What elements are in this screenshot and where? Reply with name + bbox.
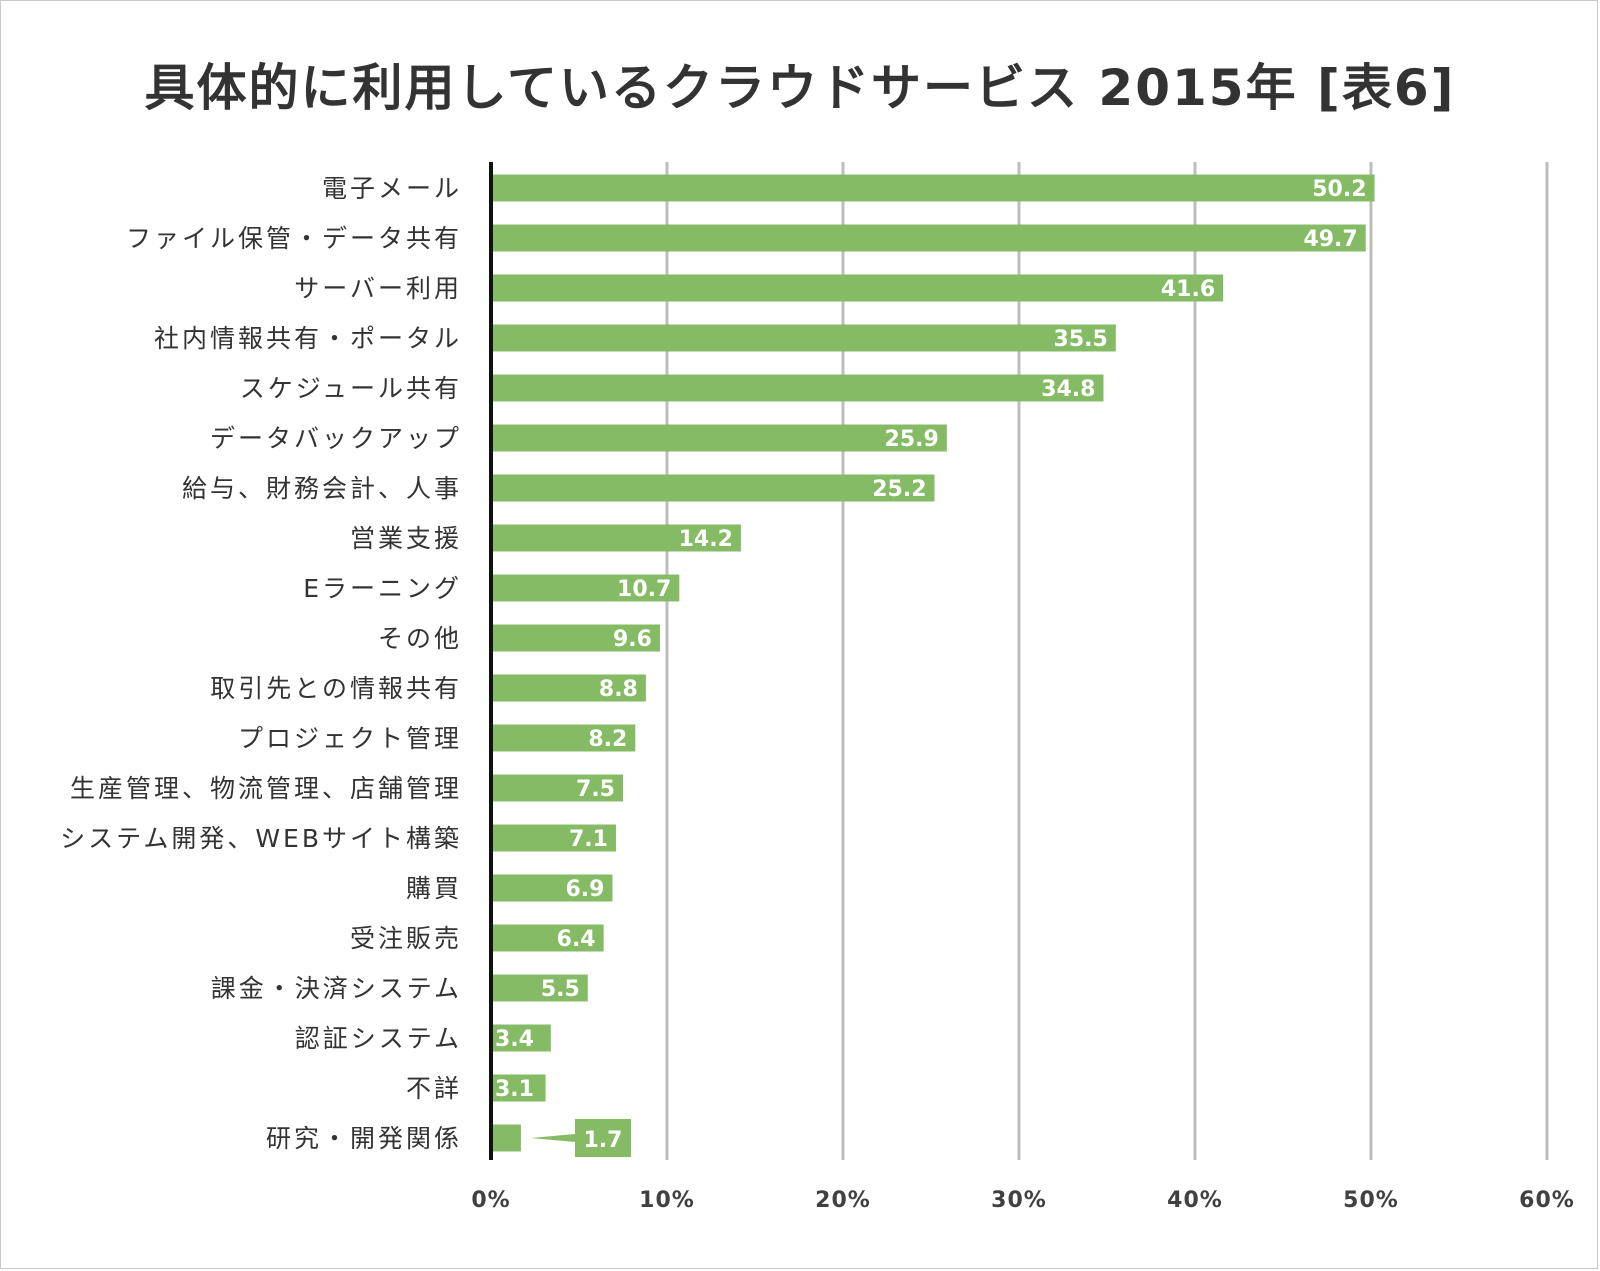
bar <box>491 174 1375 202</box>
value-label: 8.8 <box>599 677 638 702</box>
bar <box>491 1124 521 1152</box>
bar <box>491 1074 546 1102</box>
category-label: 電子メール <box>322 174 462 203</box>
category-label: 課金・決済システム <box>211 974 462 1003</box>
value-label: 49.7 <box>1303 227 1357 252</box>
category-label: 営業支援 <box>350 524 462 553</box>
value-label: 50.2 <box>1312 177 1366 202</box>
bar <box>491 574 680 602</box>
category-label: システム開発、WEBサイト構築 <box>60 824 462 853</box>
callout-leader <box>530 1134 575 1142</box>
bar <box>491 924 604 952</box>
chart-title: 具体的に利用しているクラウドサービス 2015年 [表6] <box>144 59 1456 117</box>
value-label: 8.2 <box>588 727 627 752</box>
value-label: 1.7 <box>584 1128 623 1153</box>
category-label: 給与、財務会計、人事 <box>182 474 462 503</box>
bars <box>491 174 1375 1157</box>
bar <box>491 674 646 702</box>
value-label: 10.7 <box>617 577 671 602</box>
bar <box>491 824 616 852</box>
bar <box>491 624 660 652</box>
x-tick-label: 10% <box>639 1188 695 1213</box>
bar <box>491 274 1224 302</box>
gridlines <box>665 162 1549 1160</box>
category-label: 購買 <box>406 874 462 903</box>
bar <box>491 324 1116 352</box>
category-label: 取引先との情報共有 <box>210 674 462 703</box>
labels: 0% 10% 20% 30% 40% 50% 60% 電子メール 50.2 ファイル保管・データ共… <box>60 174 1575 1213</box>
value-label: 34.8 <box>1041 377 1095 402</box>
x-tick-label: 0% <box>471 1188 510 1213</box>
category-label: 認証システム <box>295 1024 462 1053</box>
value-label: 3.4 <box>495 1027 534 1052</box>
x-tick-label: 30% <box>991 1188 1047 1213</box>
value-label: 5.5 <box>541 977 580 1002</box>
bar <box>491 974 588 1002</box>
value-label: 9.6 <box>613 627 652 652</box>
bar <box>491 424 947 452</box>
category-label: 生産管理、物流管理、店舗管理 <box>70 774 462 803</box>
x-tick-label: 20% <box>815 1188 871 1213</box>
x-tick-label: 40% <box>1167 1188 1223 1213</box>
value-label: 25.9 <box>885 427 939 452</box>
bar <box>491 474 935 502</box>
category-label: 不詳 <box>406 1074 462 1103</box>
value-label: 7.1 <box>569 827 608 852</box>
bar <box>491 524 741 552</box>
value-label: 3.1 <box>495 1077 534 1102</box>
bar <box>491 874 613 902</box>
category-label: スケジュール共有 <box>240 374 462 403</box>
category-label: Eラーニング <box>303 574 462 603</box>
bar <box>491 724 636 752</box>
value-label: 41.6 <box>1161 277 1215 302</box>
value-label: 35.5 <box>1054 327 1108 352</box>
category-label: 社内情報共有・ポータル <box>154 324 462 353</box>
category-label: 受注販売 <box>350 924 462 953</box>
category-label: その他 <box>378 624 462 653</box>
value-label: 6.9 <box>565 877 604 902</box>
x-tick-label: 60% <box>1519 1188 1575 1213</box>
category-label: データバックアップ <box>210 424 462 453</box>
bar <box>491 774 623 802</box>
value-label: 7.5 <box>576 777 615 802</box>
bar <box>491 374 1104 402</box>
category-label: ファイル保管・データ共有 <box>126 224 462 253</box>
bar <box>491 224 1366 252</box>
callout-box <box>575 1119 631 1157</box>
bar <box>491 1024 551 1052</box>
value-label: 25.2 <box>872 477 926 502</box>
category-label: プロジェクト管理 <box>238 724 462 753</box>
value-label: 14.2 <box>679 527 733 552</box>
category-label: 研究・開発関係 <box>266 1124 462 1153</box>
category-label: サーバー利用 <box>294 274 462 303</box>
x-tick-label: 50% <box>1343 1188 1399 1213</box>
value-label: 6.4 <box>557 927 596 952</box>
